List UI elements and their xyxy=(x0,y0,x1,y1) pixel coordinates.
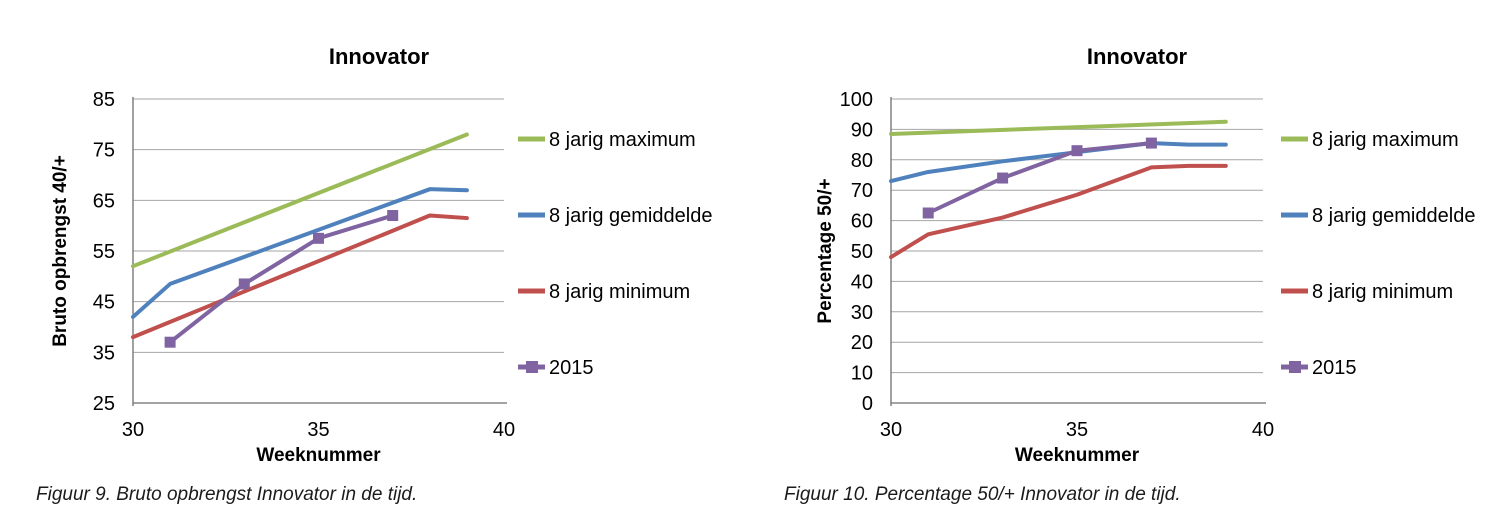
legend-label-8-jarig-minimum: 8 jarig minimum xyxy=(549,281,690,303)
y-tick-70: 70 xyxy=(851,180,873,202)
x-tick-35: 35 xyxy=(307,419,329,441)
series-marker-2015 xyxy=(997,172,1009,184)
x-tick-40: 40 xyxy=(493,419,515,441)
series-line-8-jarig-gemiddelde xyxy=(131,187,469,319)
series-line-2015 xyxy=(926,141,1154,215)
legend: 8 jarig maximum 8 jarig gemiddelde 8 jarig… xyxy=(1281,129,1475,379)
y-tick-25: 25 xyxy=(93,393,115,415)
figure-9-caption: Figuur 9. Bruto opbrengst Innovator in d… xyxy=(36,484,418,505)
y-tick-20: 20 xyxy=(851,332,873,354)
legend-label-2015: 2015 xyxy=(1312,357,1357,379)
series-line-8-jarig-minimum xyxy=(131,213,469,340)
chart-title: Innovator xyxy=(329,44,430,69)
y-axis-title: Bruto opbrengst 40/+ xyxy=(50,155,71,347)
series-lines xyxy=(889,119,1228,260)
x-tick-30: 30 xyxy=(122,419,144,441)
y-axis-title: Percentage 50/+ xyxy=(815,178,836,323)
series-marker-2015 xyxy=(164,336,176,348)
y-tick-100: 100 xyxy=(840,89,873,111)
series-marker-2015 xyxy=(1145,137,1157,149)
x-tick-40: 40 xyxy=(1252,419,1274,441)
series-line-8-jarig-maximum xyxy=(889,119,1228,136)
figure-10: 0 10 20 30 40 50 60 70 80 90 100 30 35 40 8 jarig max… xyxy=(748,0,1497,527)
series-marker-2015 xyxy=(922,207,934,219)
y-tick-60: 60 xyxy=(851,211,873,233)
y-tick-90: 90 xyxy=(851,119,873,141)
legend-label-8-jarig-gemiddelde: 8 jarig gemiddelde xyxy=(549,205,712,227)
tick-labels: 25 35 45 55 65 75 85 30 35 40 xyxy=(93,89,515,441)
legend-marker-2015 xyxy=(526,361,538,373)
figure-9: 25 35 45 55 65 75 85 30 35 40 8 jarig maximum 8 ja… xyxy=(0,0,748,527)
legend-label-2015: 2015 xyxy=(549,357,594,379)
x-axis-title: Weeknummer xyxy=(256,445,381,466)
series-marker-2015 xyxy=(1071,145,1083,157)
y-tick-55: 55 xyxy=(93,241,115,263)
series-line-2015 xyxy=(168,213,395,345)
series-marker-2015 xyxy=(313,232,324,244)
y-tick-85: 85 xyxy=(93,89,115,111)
chart-title: Innovator xyxy=(1087,44,1188,69)
series-marker-2015 xyxy=(387,210,399,222)
legend-label-8-jarig-maximum: 8 jarig maximum xyxy=(549,129,696,151)
y-tick-80: 80 xyxy=(851,150,873,172)
legend-label-8-jarig-minimum: 8 jarig minimum xyxy=(1312,281,1453,303)
y-tick-50: 50 xyxy=(851,241,873,263)
tick-labels: 0 10 20 30 40 50 60 70 80 90 100 30 35 40 xyxy=(840,89,1275,441)
y-tick-65: 65 xyxy=(93,190,115,212)
axes xyxy=(132,97,507,406)
y-tick-10: 10 xyxy=(851,363,873,385)
y-tick-75: 75 xyxy=(93,140,115,162)
y-tick-45: 45 xyxy=(93,292,115,314)
x-axis-title: Weeknummer xyxy=(1015,445,1140,466)
figure-10-caption: Figuur 10. Percentage 50/+ Innovator in … xyxy=(784,484,1181,505)
x-tick-35: 35 xyxy=(1066,419,1088,441)
gridlines xyxy=(133,98,504,353)
y-tick-30: 30 xyxy=(851,302,873,324)
y-tick-40: 40 xyxy=(851,271,873,293)
axes xyxy=(890,97,1266,406)
series-line-8-jarig-maximum xyxy=(131,132,469,269)
y-tick-35: 35 xyxy=(93,342,115,364)
legend-marker-2015 xyxy=(1289,361,1301,373)
chart-percentage: 0 10 20 30 40 50 60 70 80 90 100 30 35 40 8 jarig max… xyxy=(815,44,1475,466)
series-line-8-jarig-minimum xyxy=(889,163,1228,260)
series-line-8-jarig-gemiddelde xyxy=(889,141,1228,184)
series-marker-2015 xyxy=(238,278,250,290)
legend-label-8-jarig-maximum: 8 jarig maximum xyxy=(1312,129,1459,151)
x-tick-30: 30 xyxy=(880,419,902,441)
series-lines xyxy=(131,132,469,348)
y-tick-0: 0 xyxy=(862,393,873,415)
gridlines xyxy=(891,98,1263,374)
legend: 8 jarig maximum 8 jarig gemiddelde 8 jarig… xyxy=(518,129,712,379)
legend-label-8-jarig-gemiddelde: 8 jarig gemiddelde xyxy=(1312,205,1475,227)
